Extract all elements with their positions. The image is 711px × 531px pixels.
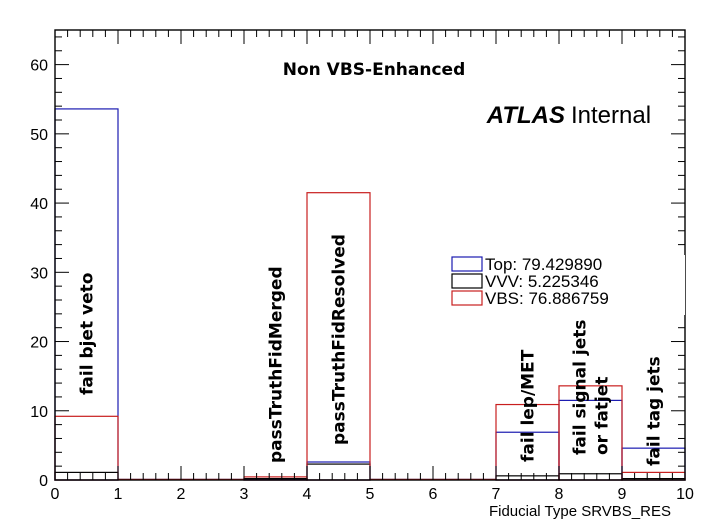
bin-label: fail bjet veto <box>78 273 98 395</box>
legend-entry-vbs: VBS: 76.886759 <box>485 289 609 308</box>
x-tick-label: 9 <box>618 486 627 503</box>
legend-background <box>444 255 685 315</box>
x-tick-label: 4 <box>303 486 312 503</box>
x-tick-label: 6 <box>429 486 438 503</box>
y-tick-label: 10 <box>30 404 48 421</box>
y-tick-label: 60 <box>30 58 48 75</box>
legend-swatch-vvv <box>451 273 483 289</box>
chart-title: Non VBS-Enhanced <box>283 60 466 80</box>
x-tick-label: 10 <box>676 486 694 503</box>
x-tick-label: 5 <box>366 486 375 503</box>
x-tick-label: 8 <box>555 486 564 503</box>
y-tick-label: 30 <box>30 265 48 282</box>
x-tick-label: 2 <box>177 486 186 503</box>
legend-swatch-top <box>451 256 483 272</box>
bin-labels: fail bjet veto passTruthFidMerged passTrut… <box>78 234 665 466</box>
y-tick-label: 40 <box>30 196 48 213</box>
bin-label: passTruthFidMerged <box>267 266 287 463</box>
x-tick-label: 1 <box>114 486 123 503</box>
x-tick-label: 3 <box>240 486 249 503</box>
axis-ticks <box>54 30 686 481</box>
bin-label: fail tag jets <box>645 356 665 466</box>
axis-tick-labels: 0 1 2 3 4 5 6 7 8 9 10 0 10 20 30 40 50 60 <box>30 58 694 503</box>
y-tick-label: 0 <box>39 473 48 490</box>
legend-entry-vvv: VVV: 5.225346 <box>485 272 599 291</box>
x-axis-title: Fiducial Type SRVBS_RES <box>489 503 671 520</box>
internal-label: Internal <box>571 102 651 129</box>
legend-swatch-vbs <box>451 290 483 306</box>
bin-label: fail lep/MET <box>519 349 539 462</box>
atlas-label: ATLAS <box>486 102 565 129</box>
bin-label: or fatjet <box>593 377 613 455</box>
y-tick-label: 20 <box>30 335 48 352</box>
y-tick-label: 50 <box>30 127 48 144</box>
legend-entry-top: Top: 79.429890 <box>485 255 602 274</box>
bin-label: fail signal jets <box>571 320 591 455</box>
x-tick-label: 0 <box>51 486 60 503</box>
x-tick-label: 7 <box>492 486 501 503</box>
bin-label: passTruthFidResolved <box>330 234 350 445</box>
